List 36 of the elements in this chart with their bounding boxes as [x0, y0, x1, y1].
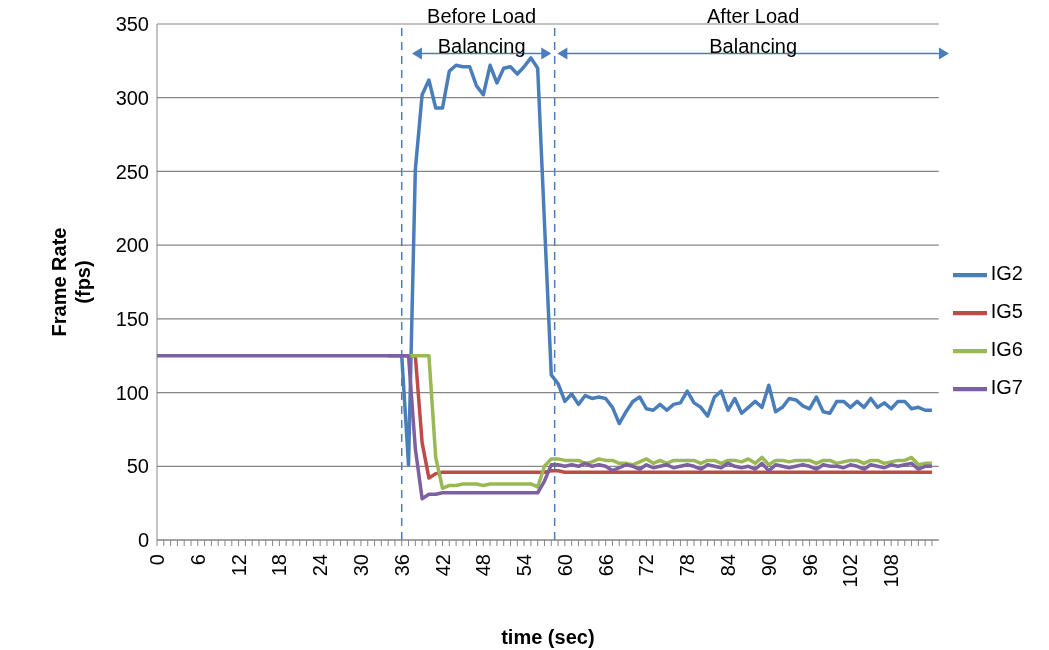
x-tick-label: 96 [798, 554, 821, 577]
x-tick-label: 60 [553, 554, 576, 577]
x-tick-label: 54 [513, 554, 536, 577]
y-tick-label: 350 [115, 13, 149, 36]
x-tick-label: 102 [839, 554, 862, 588]
x-tick-label: 36 [390, 554, 413, 577]
x-tick-label: 48 [472, 554, 495, 577]
x-tick-label: 12 [227, 554, 250, 577]
x-tick-label: 78 [676, 554, 699, 577]
y-tick-label: 250 [115, 160, 149, 183]
x-tick-label: 72 [635, 554, 658, 577]
legend-label: IG7 [990, 376, 1023, 398]
x-tick-label: 108 [880, 554, 903, 588]
y-tick-label: 50 [126, 455, 149, 478]
line-series [157, 353, 934, 501]
y-tick-label: 200 [115, 234, 149, 257]
x-tick-label: 84 [717, 554, 740, 577]
x-tick-label: 66 [594, 554, 617, 577]
x-tick-label: 90 [757, 554, 780, 577]
x-tick-label: 30 [349, 554, 372, 577]
legend-label: IG2 [990, 262, 1023, 284]
x-tick-label: 18 [268, 554, 291, 577]
y-tick-label: 300 [115, 86, 149, 109]
x-tick-label: 6 [186, 554, 209, 566]
x-tick-label: 24 [309, 554, 332, 577]
y-tick-label: 150 [115, 307, 149, 330]
x-tick-label: 0 [146, 554, 168, 566]
y-tick-label: 0 [137, 529, 149, 552]
annotation: Before Load Balancing [427, 5, 537, 58]
x-axis-title: time (sec) [501, 626, 595, 648]
x-tick-label: 42 [431, 554, 454, 577]
y-tick-label: 100 [115, 381, 149, 404]
y-axis-title: Frame Rate (fps) [48, 227, 94, 337]
annotation: After Load Balancing [707, 5, 800, 58]
legend-label: IG6 [990, 338, 1023, 360]
legend-label: IG5 [990, 300, 1023, 322]
